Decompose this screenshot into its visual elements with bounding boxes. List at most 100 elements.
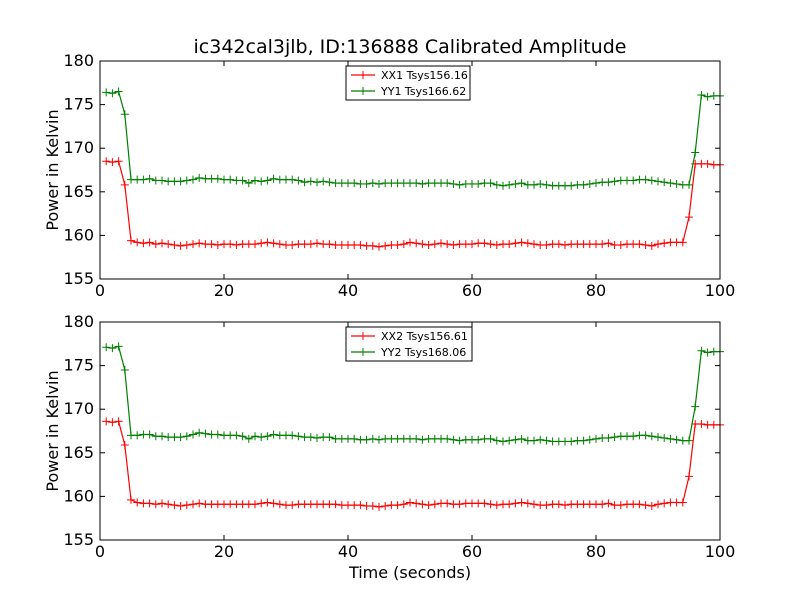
panel2-series-2-point (654, 433, 662, 442)
panel1-series-2-point (530, 180, 538, 189)
panel1-series-1-point (554, 240, 563, 249)
panel1-x-tick-label: 60 (462, 281, 482, 300)
panel2-series-2-point (238, 432, 247, 441)
panel1-series-1-point (257, 239, 266, 248)
panel2-y-tick-label: 155 (63, 530, 94, 549)
panel1-series-1-point (325, 240, 334, 249)
panel2-series-2-point (269, 430, 278, 439)
panel2-legend: XX2 Tsys156.61 YY2 Tsys168.06 (345, 326, 473, 362)
panel1-plot: 0 20 40 60 80 100 155 160 165 170 175 180 Power in K… (43, 51, 735, 300)
panel1-series-1-point (492, 240, 501, 249)
panel2-series-2-point (375, 435, 383, 444)
panel1-series-1-point (486, 240, 495, 249)
panel1-series-2-point (238, 176, 247, 185)
panel2-series-1-point (641, 501, 650, 510)
panel1-series-2-point (263, 176, 272, 185)
panel2-series-2-point (449, 435, 458, 444)
panel1-legend-marker-1 (359, 71, 367, 79)
panel1-series-line-1 (106, 160, 720, 248)
panel2-series-2-point (362, 435, 371, 444)
panel1-series-1-point (406, 238, 414, 247)
panel2-series-2-point (443, 434, 452, 443)
panel1-series-2-point (585, 179, 594, 188)
panel1-series-2-point (474, 179, 483, 188)
panel2-series-1-point (158, 499, 166, 508)
panel2-series-1-point (616, 501, 625, 510)
panel1-series-2-point (244, 179, 253, 188)
panel2-series-1-point (257, 499, 266, 508)
panel1-series-1-point (288, 240, 297, 249)
panel2-x-tick-label: 20 (214, 542, 234, 561)
panel1-series-1-point (275, 240, 284, 249)
panel1-series-1-point (542, 240, 551, 249)
panel1-series-1-point (151, 240, 160, 249)
panel2-frame (99, 321, 721, 541)
panel2-series-2-point (647, 432, 656, 441)
panel1-series-2-point (319, 177, 328, 186)
panel1-series-1-point (176, 241, 185, 250)
panel2-series-1-point (604, 499, 613, 508)
panel1-series-1-point (647, 241, 656, 250)
panel2-series-1-point (418, 500, 427, 509)
panel2-series-line-1 (106, 420, 720, 508)
panel1-x-tick-label: 100 (705, 281, 736, 300)
panel1-series-2-point (294, 176, 303, 185)
panel2-series-2-point (455, 436, 464, 445)
panel2-series-2-point (579, 436, 588, 445)
panel1-series-1-point (356, 240, 365, 249)
panel1-series-2-point (368, 179, 377, 188)
panel2-series-1-point (492, 501, 501, 510)
panel2-series-2-point (232, 431, 241, 440)
panel2-series-1-point (176, 501, 185, 510)
panel1-series-2-point (195, 173, 204, 182)
panel2-series-2-point (703, 348, 712, 357)
panel1-series-1-point (195, 239, 204, 248)
panel2-series-1-point (288, 501, 297, 510)
panel1-series-1-point (368, 241, 377, 250)
panel1-series-1-point (226, 240, 235, 249)
panel2-series-1-point (331, 500, 340, 509)
panel2-series-2-point (213, 430, 222, 439)
panel1-series-1-point (480, 239, 489, 248)
panel1-x-tick-label: 20 (214, 281, 234, 300)
panel2-series-1-point (120, 440, 129, 449)
panel1-series-1-point (207, 240, 216, 249)
panel2-y-tick-label: 170 (63, 399, 94, 418)
panel1-legend-label-1: XX1 Tsys156.16 (381, 69, 468, 82)
panel1-series-1-point (120, 180, 129, 189)
panel1-series-2-point (176, 177, 185, 186)
panel2-series-1-point (114, 417, 123, 426)
panel2-series-2-point (195, 428, 204, 437)
panel1-series-2-point (647, 176, 656, 185)
panel1-series-2-point (703, 92, 712, 101)
panel1-series-1-point (269, 239, 278, 248)
panel1-series-1-point (678, 238, 687, 247)
panel1-series-1-point (616, 240, 625, 249)
panel1-series-2-point (685, 180, 693, 189)
panel1-series-2-point (325, 178, 334, 187)
panel2-series-1-point (511, 499, 520, 508)
panel2-series-2-point (672, 435, 681, 444)
panel2-series-1-point (145, 499, 154, 508)
panel2-series-1-point (189, 500, 197, 509)
panel1-series-1-point (158, 239, 166, 248)
panel1-series-1-point (232, 240, 241, 249)
panel1-series-2-point (114, 87, 123, 96)
panel2-series-1-point (505, 500, 514, 509)
panel1-series-1-point (313, 239, 321, 248)
panel2-series-1-point (412, 499, 421, 508)
panel2-series-1-point (635, 500, 644, 509)
panel1-series-1-point (660, 239, 669, 248)
panel2-series-1-point (263, 498, 272, 507)
panel1-y-tick-label: 165 (63, 182, 94, 201)
panel2-x-tick-label: 60 (462, 542, 482, 561)
panel2-series-1-point (685, 472, 693, 481)
panel1-series-2-point (139, 175, 148, 184)
panel2-series-2-point (660, 433, 669, 442)
panel2-series-1-point (381, 501, 390, 510)
panel2-x-tick-label: 100 (705, 542, 736, 561)
panel2-series-1-point (102, 417, 111, 426)
panel1-series-2-point (499, 181, 507, 190)
panel1-series-2-point (697, 91, 706, 100)
panel1-series-1-point (170, 240, 179, 249)
